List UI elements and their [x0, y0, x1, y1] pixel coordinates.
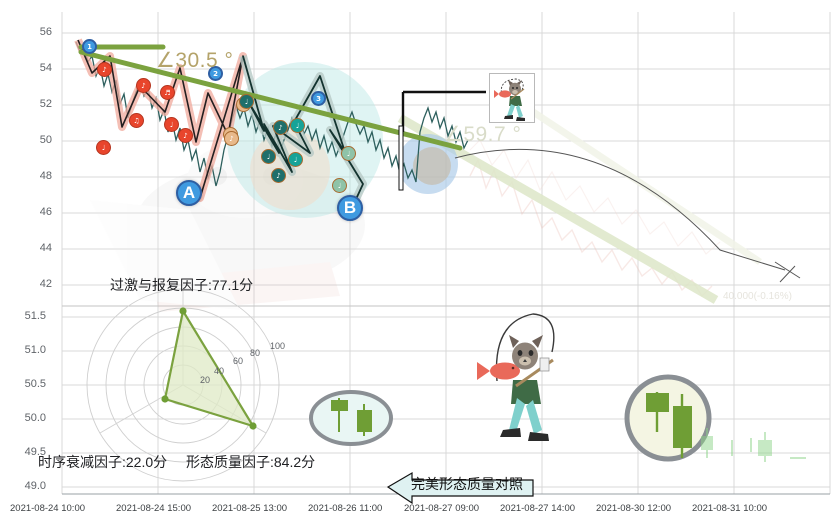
wave-node-teal-8[interactable]: ♩ — [332, 178, 347, 193]
x-tick-1: 2021-08-24 15:00 — [116, 503, 192, 514]
y-tick-upper-6: 44 — [39, 242, 52, 254]
radar-vertex-top — [179, 307, 187, 315]
radar-chart — [86, 288, 280, 482]
candle-group-right — [624, 374, 712, 462]
radar-vertex-right — [249, 422, 257, 430]
y-tick-lower-1: 51.0 — [24, 344, 46, 356]
cat-fisherman-sprite-box — [489, 73, 535, 123]
factor-label-top: 过激与报复因子:77.1分 — [110, 277, 254, 293]
highlight-blob-tan — [413, 147, 451, 185]
y-tick-upper-3: 50 — [39, 134, 52, 146]
projection-arc — [454, 148, 786, 271]
price-watermark: 40.000(-0.16%) — [723, 291, 792, 302]
wave-node-teal-1[interactable]: ♩ — [239, 94, 254, 109]
radar-tick-60: 60 — [233, 356, 244, 366]
y-tick-upper-5: 46 — [39, 206, 52, 218]
y-tick-upper-2: 52 — [39, 98, 52, 110]
wave-node-red-2[interactable]: ♩ — [96, 140, 111, 155]
y-tick-lower-0: 51.5 — [24, 310, 46, 322]
y-tick-upper-4: 48 — [39, 170, 52, 182]
cat-fisherman-sprite-small — [494, 78, 525, 121]
x-tick-0: 2021-08-24 10:00 — [10, 503, 86, 514]
angle-label-lower: ∠59.7 ° — [444, 123, 522, 146]
callout-label: 完美形态质量对照 — [411, 476, 523, 492]
wave-node-teal-6[interactable]: ♪ — [271, 168, 286, 183]
angle-label-upper: ∠30.5 ° — [156, 49, 234, 72]
pivot-node-b[interactable]: B — [337, 195, 363, 221]
wave-node-teal-2[interactable]: ♪ — [273, 120, 288, 135]
radar-tick-100: 100 — [270, 341, 286, 351]
callout-arrow-shape — [386, 471, 534, 504]
x-tick-3: 2021-08-26 11:00 — [308, 503, 383, 514]
y-tick-lower-3: 50.0 — [24, 412, 46, 424]
x-tick-2: 2021-08-25 13:00 — [212, 503, 288, 514]
wave-node-teal-4[interactable]: ♩ — [261, 149, 276, 164]
x-tick-5: 2021-08-27 14:00 — [500, 503, 576, 514]
wave-node-red-4[interactable]: ♬ — [160, 85, 175, 100]
wave-path-teal — [239, 54, 367, 212]
y-tick-lower-2: 50.5 — [24, 378, 46, 390]
factor-label-pattern-quality: 形态质量因子:84.2分 — [186, 454, 316, 470]
wave-node-teal-5[interactable]: ♩ — [288, 152, 303, 167]
x-tick-6: 2021-08-30 12:00 — [596, 503, 672, 514]
bracket-connector — [401, 90, 486, 132]
pale-candles-right — [701, 428, 806, 462]
candle-group-left — [309, 390, 393, 446]
y-tick-lower-4: 49.5 — [24, 446, 46, 458]
factor-label-time-decay: 时序衰减因子:22.0分 — [38, 454, 168, 470]
wave-node-teal-7[interactable]: ♩ — [341, 146, 356, 161]
wave-node-red-6[interactable]: ♩ — [164, 117, 179, 132]
y-tick-upper-0: 56 — [39, 26, 52, 38]
wave-node-red-7[interactable]: ♪ — [178, 128, 193, 143]
wave-degree-node-1[interactable]: 1 — [82, 39, 97, 54]
radar-vertex-left — [161, 395, 169, 403]
x-tick-4: 2021-08-27 09:00 — [404, 503, 480, 514]
radar-polygon — [163, 308, 256, 428]
wave-node-red-5[interactable]: ♪ — [136, 78, 151, 93]
x-tick-7: 2021-08-31 10:00 — [692, 503, 768, 514]
radar-tick-20: 20 — [200, 375, 211, 385]
wave-node-red-3[interactable]: ♫ — [129, 113, 144, 128]
vertical-measure-bar — [398, 125, 404, 191]
ghost-trend-band-2 — [498, 87, 762, 265]
y-tick-upper-7: 42 — [39, 278, 52, 290]
cat-fisherman-sprite-large — [477, 313, 555, 441]
y-tick-upper-1: 54 — [39, 62, 52, 74]
radar-tick-40: 40 — [214, 366, 225, 376]
wave-degree-node-3[interactable]: 3 — [311, 91, 326, 106]
wave-degree-node-2[interactable]: 2 — [208, 66, 223, 81]
wave-node-tan-3[interactable]: ♪ — [224, 131, 239, 146]
wave-node-red-1[interactable]: ♪ — [97, 62, 112, 77]
wave-node-teal-3[interactable]: ♩ — [290, 118, 305, 133]
projection-arc-tip — [774, 261, 801, 283]
pivot-node-a[interactable]: A — [176, 180, 202, 206]
radar-tick-80: 80 — [250, 348, 261, 358]
y-tick-lower-5: 49.0 — [24, 480, 46, 492]
